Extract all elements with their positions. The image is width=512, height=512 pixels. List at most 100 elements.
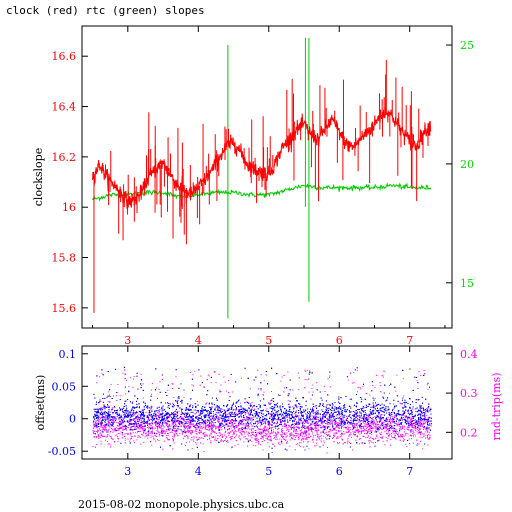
rnd-trip-point (327, 434, 329, 436)
rnd-trip-point (307, 436, 309, 438)
rnd-trip-point (229, 422, 231, 424)
rnd-trip-point (209, 416, 211, 418)
rnd-trip-point (164, 422, 166, 424)
rnd-trip-point (166, 425, 168, 426)
rnd-trip-point (338, 442, 340, 444)
rnd-trip-point (107, 401, 109, 403)
rnd-trip-point (196, 412, 197, 414)
rnd-trip-point (239, 439, 241, 441)
rnd-trip-point (173, 433, 175, 435)
rnd-trip-point (239, 420, 241, 422)
rnd-trip-point (124, 369, 126, 371)
rnd-trip-point (429, 407, 431, 409)
rnd-trip-point (199, 431, 201, 433)
top-x-tick-label: 3 (124, 334, 131, 347)
rnd-trip-point (111, 428, 113, 430)
rnd-trip-point (294, 426, 296, 428)
rnd-trip-point (230, 427, 232, 429)
rnd-trip-point (324, 427, 326, 429)
rnd-trip-point (429, 436, 431, 438)
rnd-trip-point (168, 413, 170, 415)
rnd-trip-point (143, 441, 145, 443)
rnd-trip-point (308, 427, 310, 429)
rnd-trip-point (294, 439, 296, 441)
rnd-trip-point (213, 431, 215, 433)
rnd-trip-point (176, 414, 178, 416)
rnd-trip-point (384, 426, 386, 428)
rnd-trip-point (94, 425, 96, 427)
rnd-trip-point (239, 428, 241, 429)
offset-points (93, 366, 432, 451)
rnd-trip-point (320, 419, 322, 421)
rnd-trip-point (372, 428, 374, 430)
rnd-trip-point (159, 427, 161, 429)
rnd-trip-point (103, 429, 105, 431)
rnd-trip-point (382, 440, 384, 442)
rnd-trip-point (311, 429, 313, 431)
rnd-trip-point (425, 412, 427, 414)
rnd-trip-point (245, 425, 247, 427)
rnd-trip-point (409, 418, 411, 420)
rnd-trip-point (304, 435, 306, 437)
rnd-trip-point (303, 446, 305, 448)
rnd-trip-point (394, 435, 396, 437)
rnd-trip-point (101, 372, 103, 374)
rnd-trip-point (179, 425, 181, 427)
rnd-trip-point (362, 427, 364, 429)
rnd-trip-point (299, 422, 301, 424)
rnd-trip-point (391, 425, 393, 427)
rnd-trip-point (165, 419, 167, 421)
rnd-trip-point (194, 426, 195, 428)
rnd-trip-point (397, 418, 399, 420)
rnd-trip-point (291, 427, 292, 429)
rnd-trip-point (184, 415, 185, 417)
rnd-trip-point (150, 437, 152, 439)
rnd-trip-point (166, 437, 168, 439)
rnd-trip-point (187, 436, 189, 438)
rnd-trip-point (349, 406, 351, 407)
rnd-trip-point (322, 430, 324, 432)
rnd-trip-point (213, 436, 215, 438)
rnd-trip-point (108, 425, 110, 427)
rnd-trip-point (330, 429, 332, 431)
rnd-trip-point (346, 421, 348, 423)
rnd-trip-point (142, 383, 144, 385)
rnd-trip-point (239, 438, 241, 439)
rnd-trip-point (394, 417, 395, 418)
rnd-trip-point (410, 425, 412, 427)
rnd-trip-point (140, 426, 142, 428)
rnd-trip-point (232, 425, 234, 427)
rnd-trip-point (216, 409, 218, 411)
rnd-trip-point (154, 415, 156, 417)
rnd-trip-point (220, 440, 222, 442)
rnd-trip-point (398, 424, 400, 426)
rnd-trip-point (241, 430, 243, 432)
rnd-trip-point (131, 426, 133, 428)
rnd-trip-point (266, 433, 268, 435)
rnd-trip-point (315, 423, 317, 425)
rnd-trip-point (231, 424, 233, 426)
rnd-trip-point (403, 435, 405, 437)
rnd-trip-point (195, 425, 197, 426)
rnd-trip-point (168, 425, 170, 427)
rnd-trip-point (384, 444, 386, 446)
rnd-trip-point (306, 370, 308, 372)
rnd-trip-point (376, 428, 378, 430)
rnd-trip-point (263, 391, 265, 393)
rnd-trip-point (302, 432, 304, 434)
rnd-trip-point (182, 438, 184, 440)
rnd-trip-point (315, 426, 317, 428)
rnd-trip-point (116, 415, 118, 417)
rnd-trip-point (191, 437, 193, 439)
rnd-trip-point (203, 451, 205, 453)
rnd-trip-point (428, 432, 430, 434)
rnd-trip-point (240, 433, 242, 435)
rnd-trip-point (358, 414, 360, 416)
rnd-trip-point (411, 435, 413, 437)
rnd-trip-point (267, 442, 269, 444)
rnd-trip-point (130, 438, 131, 440)
rnd-trip-point (280, 434, 282, 436)
rnd-trip-point (422, 448, 424, 450)
rnd-trip-point (310, 435, 312, 437)
rnd-trip-point (340, 430, 342, 432)
